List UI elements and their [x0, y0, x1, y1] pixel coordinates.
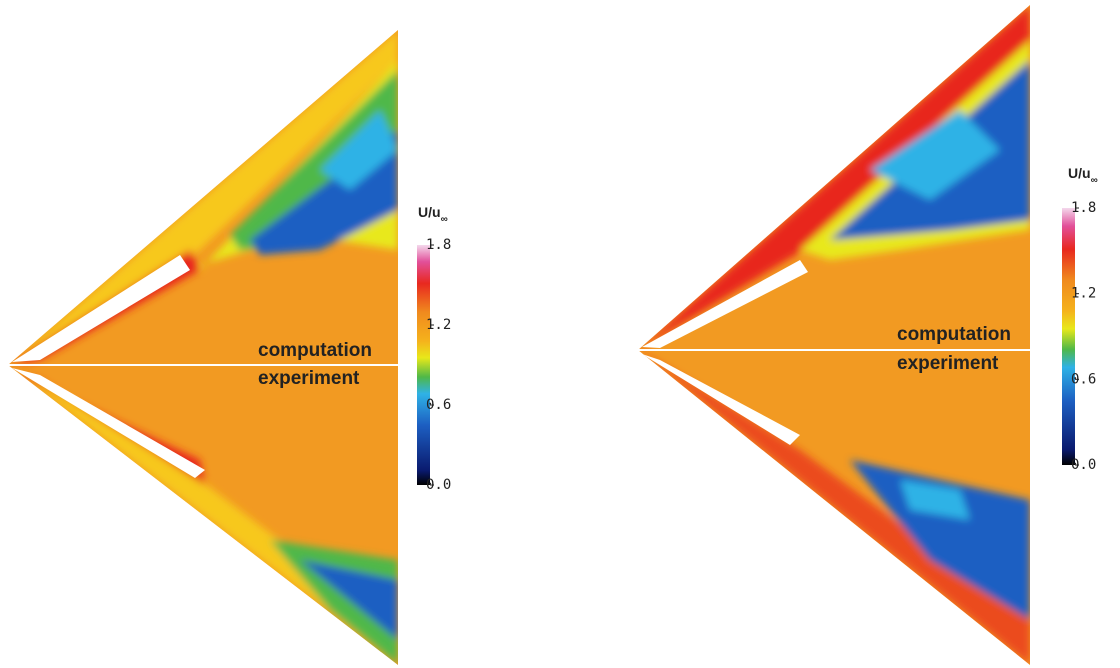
colorbar [417, 245, 430, 485]
colorbar-title-main: U/u [1068, 165, 1091, 181]
colorbar-tick-label: 0.6 [1071, 371, 1096, 387]
colorbar-tick-label: 1.2 [1071, 286, 1096, 302]
colorbar-tick-label: 0.6 [426, 397, 451, 413]
colorbar-title-sub: ∞ [1091, 175, 1098, 186]
colorbar-tick-label: 1.2 [426, 317, 451, 333]
label-computation: computation [258, 340, 372, 361]
colorbar-tick-label: 1.8 [1071, 200, 1096, 216]
label-experiment: experiment [258, 368, 360, 389]
colorbar-tick-label: 0.0 [426, 477, 451, 493]
colorbar-title: U/u∞ [418, 204, 448, 225]
colorbar [1062, 208, 1075, 465]
colorbar-title-sub: ∞ [441, 214, 448, 225]
colorbar-tick-label: 1.8 [426, 237, 451, 253]
colorbar-title-main: U/u [418, 204, 441, 220]
left-field [0, 0, 400, 668]
figure: computationexperimentU/u∞1.81.20.60.0com… [0, 0, 1120, 668]
colorbar-tick-label: 0.0 [1071, 457, 1096, 473]
label-computation: computation [897, 324, 1011, 345]
label-experiment: experiment [897, 353, 999, 374]
colorbar-title: U/u∞ [1068, 165, 1098, 186]
